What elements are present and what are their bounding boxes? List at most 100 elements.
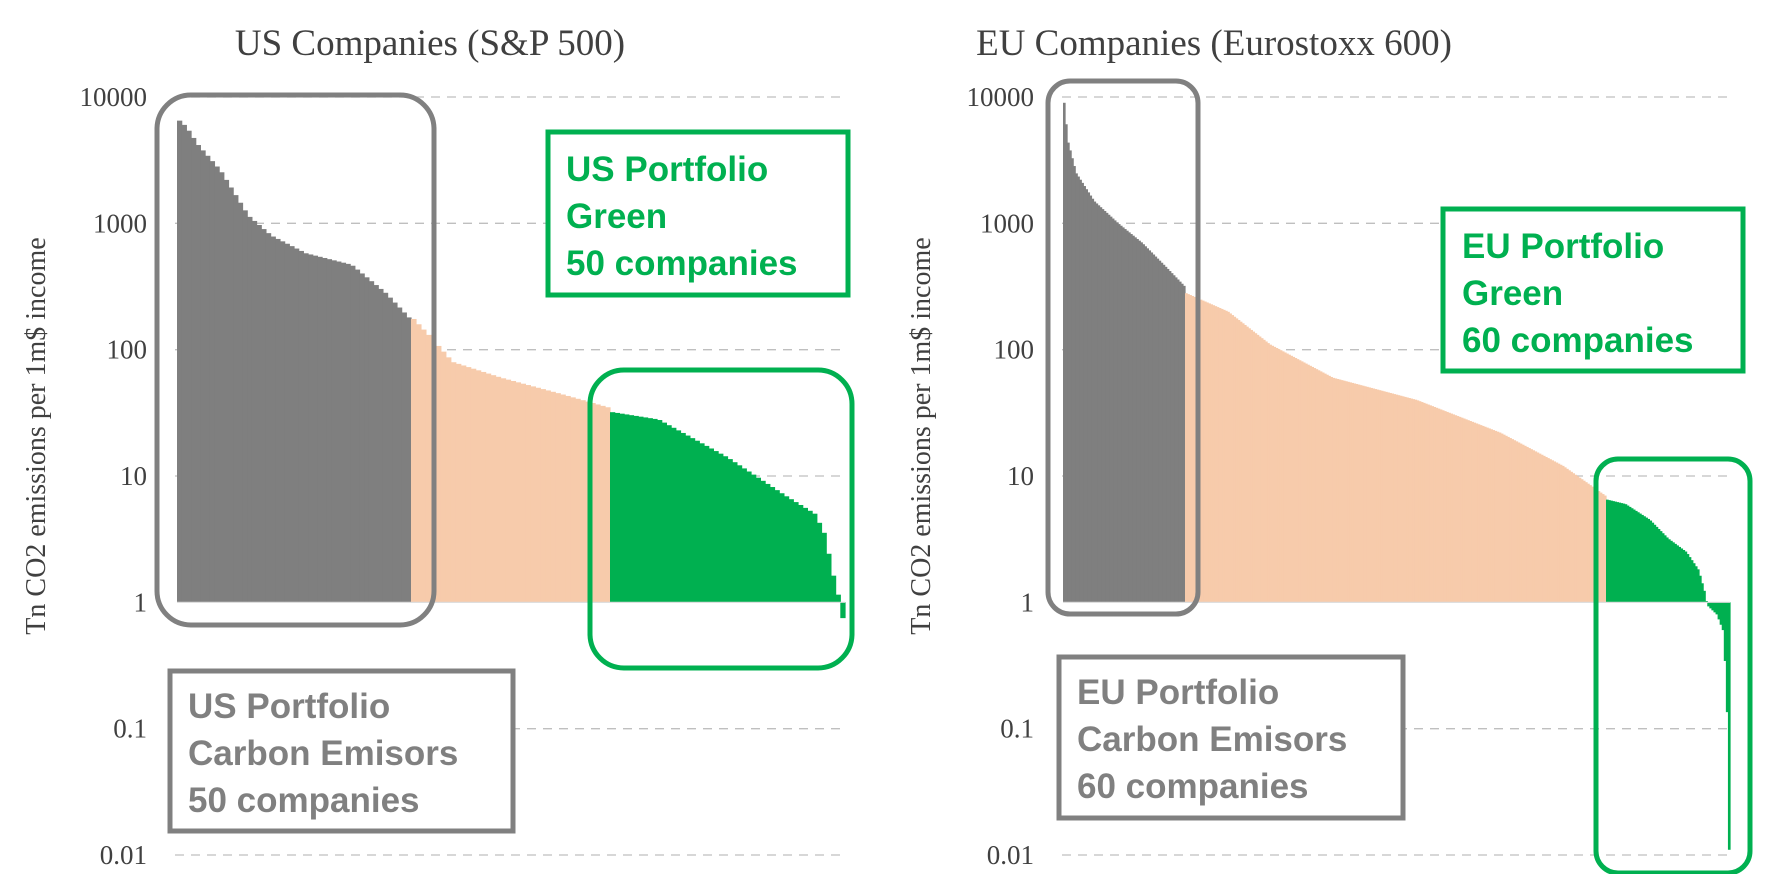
carbon-portfolio-label: US Portfolio Carbon Emisors 50 companies — [188, 687, 458, 820]
bar — [1208, 303, 1211, 603]
bar — [1665, 537, 1669, 603]
bar — [1414, 399, 1418, 603]
annotation-line: 50 companies — [566, 244, 798, 283]
bar — [1267, 343, 1270, 603]
bar — [440, 351, 447, 603]
bar — [1368, 387, 1371, 603]
bar — [1357, 384, 1361, 603]
bar — [1483, 426, 1487, 603]
bar — [1152, 254, 1156, 603]
bar — [826, 553, 832, 603]
bar — [256, 225, 262, 603]
y-tick-label: 0.1 — [113, 714, 147, 744]
bar — [1307, 364, 1310, 603]
bar — [373, 285, 379, 603]
bar — [1418, 401, 1422, 603]
bar — [1313, 368, 1317, 603]
us-chart: 10000 1000 100 10 1 0.1 0.01 US Companies (S&P … — [21, 23, 855, 870]
bar — [1332, 377, 1336, 603]
bar — [1651, 522, 1655, 603]
bar — [1582, 480, 1586, 603]
bar — [495, 376, 502, 603]
bar — [1439, 409, 1443, 603]
bar — [624, 414, 630, 603]
bar — [1176, 279, 1180, 603]
bar — [525, 385, 531, 603]
bar — [835, 594, 841, 603]
annotation-box — [1056, 654, 1406, 821]
bar — [1557, 463, 1561, 603]
bar — [1599, 492, 1603, 603]
green-portfolio-label: US Portfolio Green 50 companies — [566, 150, 798, 283]
bar — [1328, 375, 1331, 603]
bar — [1124, 229, 1127, 603]
bar — [1657, 529, 1661, 603]
bar — [1191, 295, 1195, 603]
bar — [1469, 420, 1472, 603]
bar — [1214, 306, 1218, 603]
bar — [1119, 225, 1123, 603]
bar — [1275, 348, 1279, 603]
bar — [1089, 195, 1093, 603]
bar — [1258, 336, 1262, 603]
bar — [1077, 176, 1080, 603]
bar — [1300, 361, 1304, 603]
bar — [1580, 479, 1584, 603]
bar — [1395, 394, 1399, 603]
bar — [1521, 444, 1525, 603]
bar — [1389, 392, 1392, 603]
bar — [760, 480, 766, 603]
y-tick-label: 0.01 — [987, 840, 1034, 870]
bar — [415, 324, 422, 603]
bar — [1087, 192, 1091, 603]
bar — [1534, 451, 1538, 603]
bar — [1523, 445, 1527, 603]
annotation-box — [545, 129, 851, 298]
bar — [1286, 353, 1289, 603]
bar — [1649, 520, 1653, 603]
bar — [1216, 307, 1220, 603]
bar — [1462, 418, 1466, 603]
bar — [595, 404, 601, 603]
y-tick-label: 10 — [120, 461, 147, 491]
bar — [303, 253, 309, 603]
bar-series-green — [1606, 499, 1731, 850]
annotation-line: EU Portfolio — [1077, 673, 1279, 712]
bar — [242, 210, 248, 603]
bar — [1250, 329, 1253, 603]
bar — [1336, 379, 1340, 603]
bar — [480, 371, 487, 603]
bar — [1443, 411, 1447, 603]
bar — [1235, 318, 1239, 603]
bar — [308, 254, 314, 603]
bar — [1319, 371, 1323, 603]
bar — [1121, 227, 1125, 603]
bar — [1277, 349, 1281, 603]
bar — [1715, 602, 1719, 615]
bar — [275, 238, 281, 603]
bar — [1688, 557, 1692, 603]
bar — [1477, 424, 1481, 603]
bar — [1067, 142, 1070, 603]
bar — [666, 425, 672, 603]
bar — [1370, 387, 1373, 603]
bar — [298, 250, 304, 603]
bar — [1647, 518, 1650, 603]
bar — [312, 255, 318, 603]
bar — [1628, 506, 1632, 603]
bar — [1591, 486, 1594, 603]
bar — [1323, 373, 1327, 603]
annotation-box — [1440, 206, 1746, 374]
bar — [1515, 441, 1519, 603]
bar — [614, 412, 620, 603]
bar — [1334, 378, 1338, 603]
bar — [1422, 402, 1426, 603]
bar — [485, 373, 492, 603]
bar — [708, 448, 714, 603]
bar — [1612, 501, 1615, 603]
bar — [1107, 214, 1111, 603]
bar — [368, 281, 375, 603]
y-tick-label: 100 — [994, 335, 1035, 365]
bar — [1540, 454, 1544, 603]
bar — [1326, 374, 1329, 603]
